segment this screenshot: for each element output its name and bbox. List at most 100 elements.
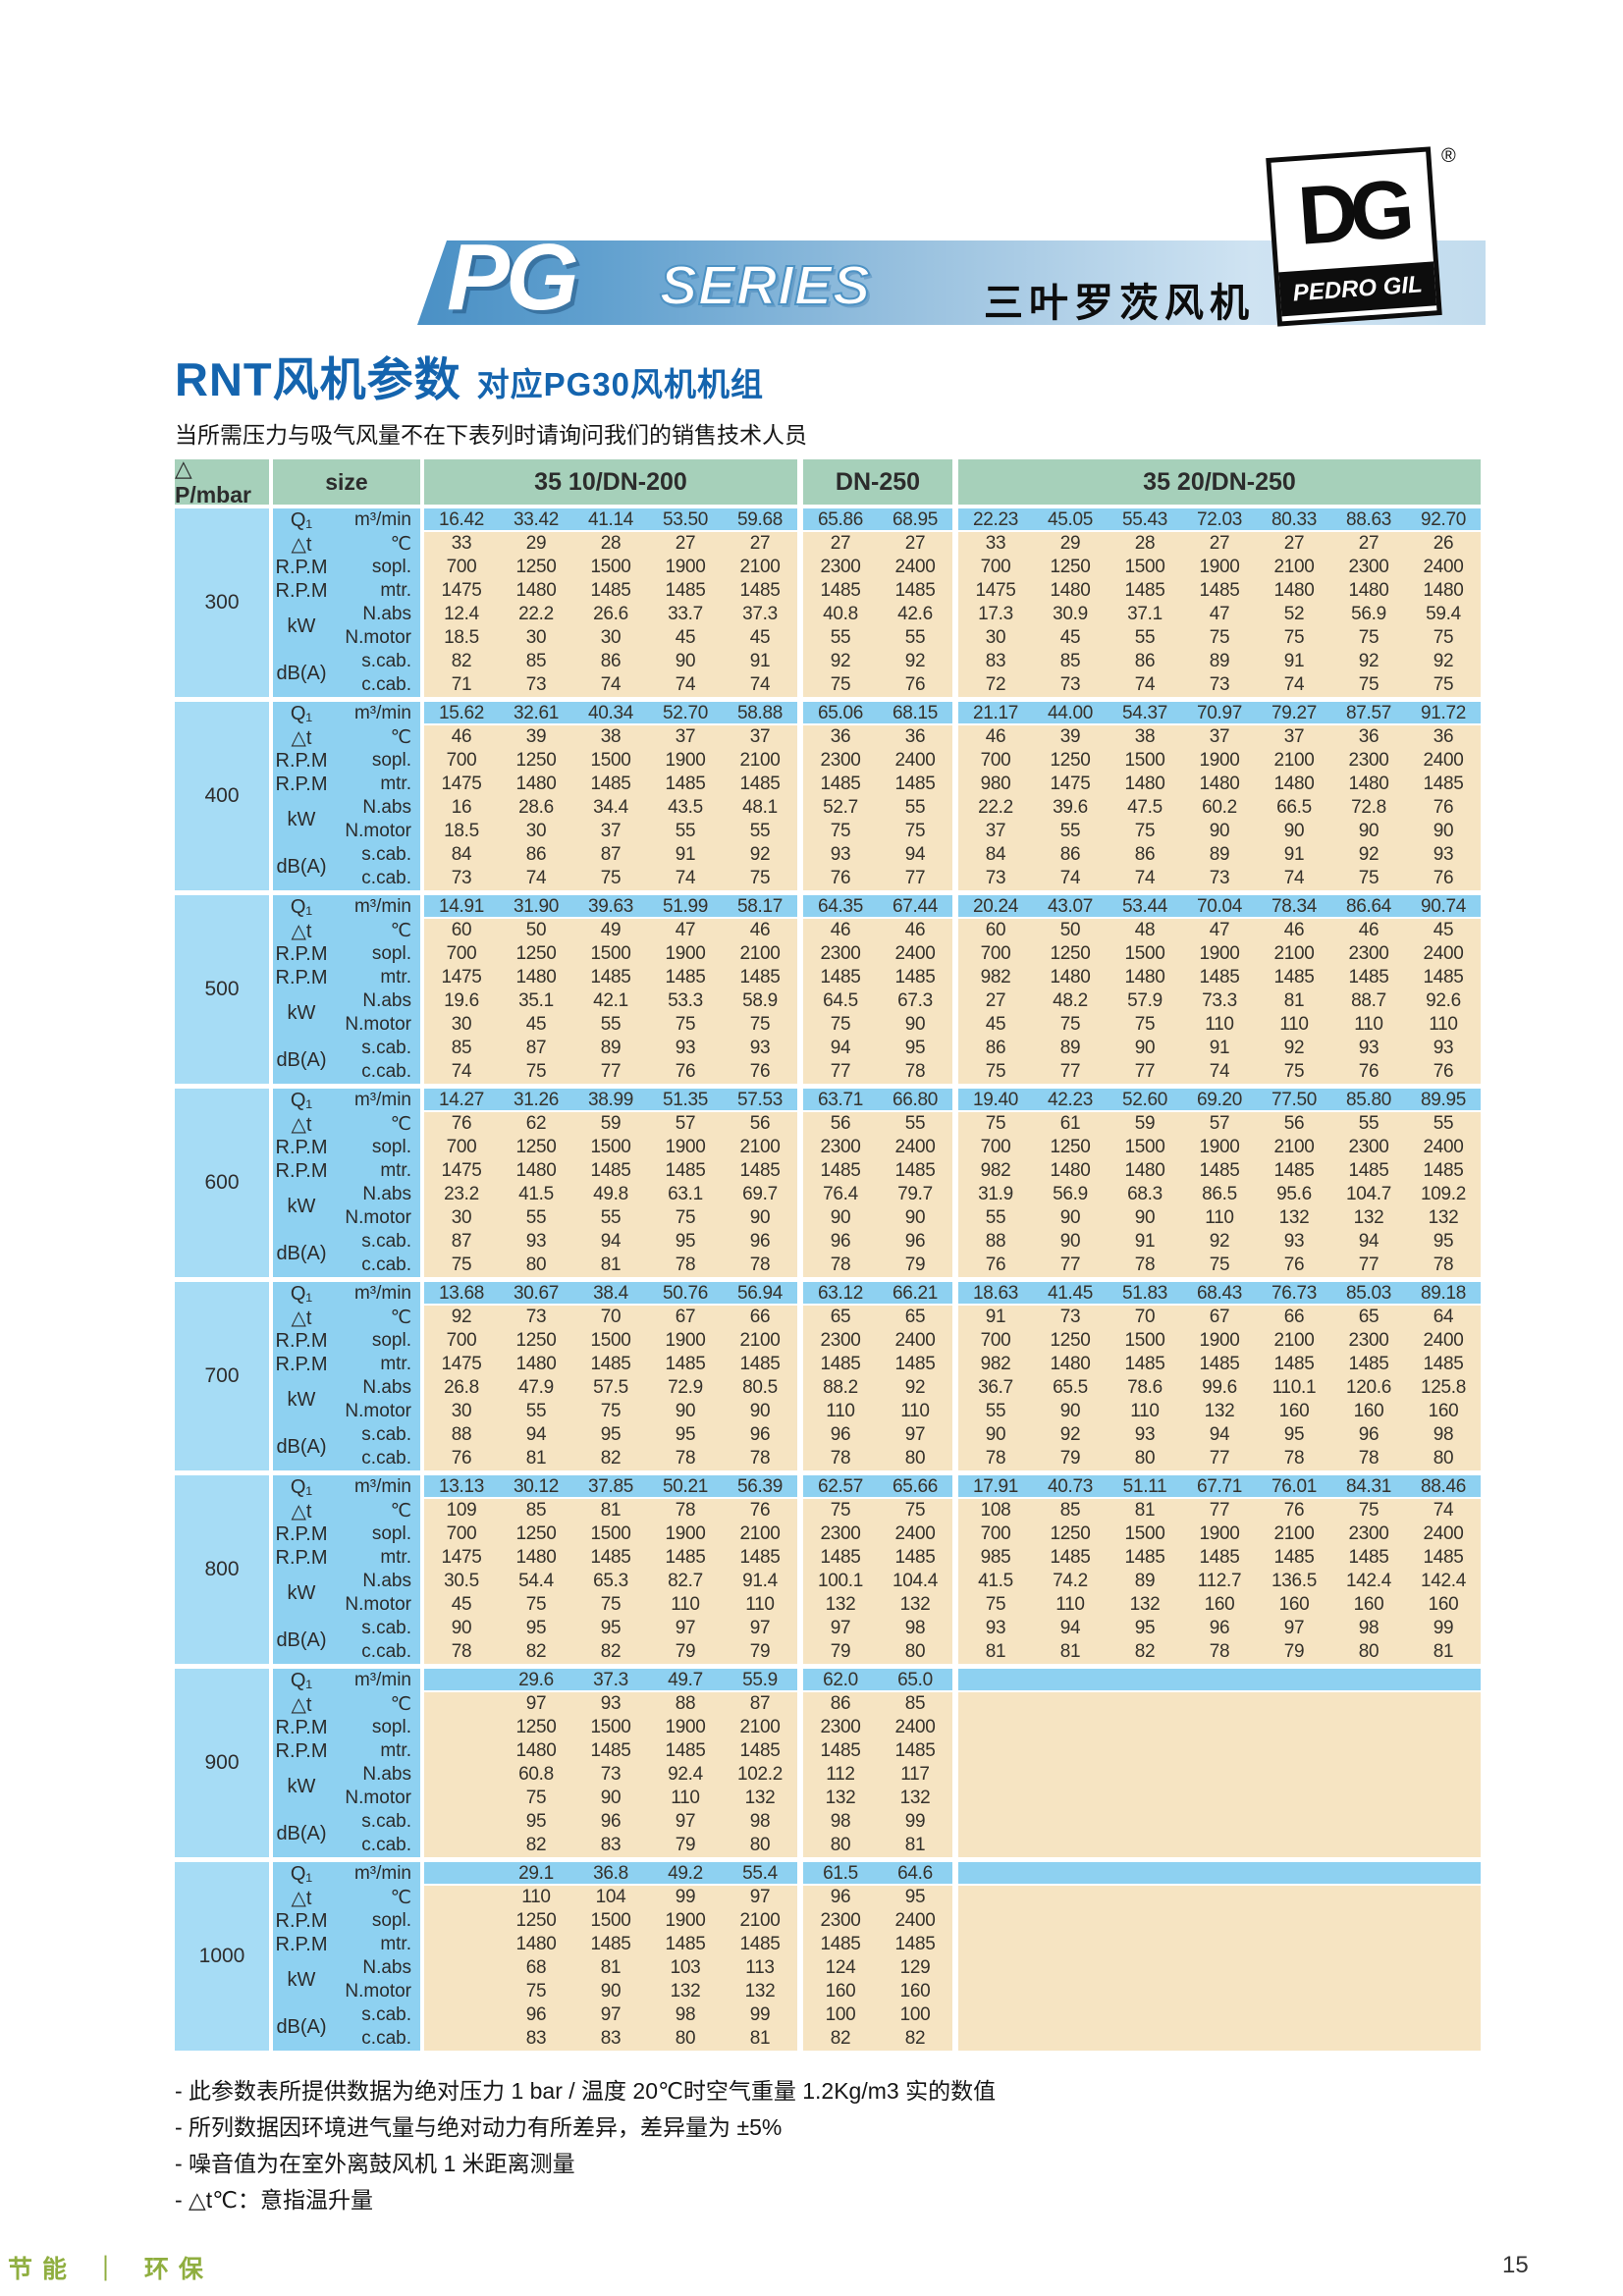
table-cell: 82.7 — [668, 1571, 703, 1591]
table-cell — [1331, 1669, 1406, 1692]
table-cell: 36 — [1358, 726, 1380, 747]
table-row: 76 62 59 57 56 56 55 75 61 59 57 56 55 55 — [424, 1112, 1481, 1136]
table-cell: 90 — [749, 1401, 771, 1421]
table-cell: 2300 — [1348, 750, 1389, 771]
param-label: R.P.M — [275, 1909, 328, 1932]
table-cell: 45 — [958, 1013, 1033, 1037]
pressure-cell: 900 — [175, 1669, 269, 1857]
table-cell: 27 — [1358, 533, 1380, 554]
param-label: R.P.M — [275, 773, 328, 795]
param-unit: c.cab. — [361, 1448, 411, 1468]
table-cell: 53.50 — [662, 509, 709, 530]
table-cell: 80.5 — [742, 1377, 778, 1398]
table-cell: 80 — [675, 2028, 696, 2049]
table-cell: 78 — [1433, 1255, 1454, 1275]
table-cell: 95 — [525, 1811, 547, 1832]
table-row: 12.4 22.2 26.6 33.7 37.3 40.8 42.6 17.3 30.9 37.1… — [424, 603, 1481, 626]
table-cell — [424, 1787, 499, 1810]
table-block: 500 Q₁ △t R.P.M R.P.M kW dB(A) m³/min ℃ sopl. mtr.… — [175, 895, 1481, 1084]
table-block: 1000 Q₁ △t R.P.M R.P.M kW dB(A) m³/min ℃ sopl. mtr… — [175, 1862, 1481, 2051]
table-cell: 97 — [1283, 1618, 1305, 1638]
table-cell — [1331, 2003, 1406, 2027]
table-cell: 1900 — [665, 557, 706, 577]
table-row: 1475 1480 1485 1485 1485 1485 1485 980 1475 1480 1… — [424, 773, 1481, 796]
table-cell: 81 — [749, 2028, 771, 2049]
table-cell: 75 — [904, 821, 926, 841]
table-cell: 61.5 — [803, 1862, 878, 1886]
table-cell — [1331, 1739, 1406, 1763]
table-cell: 36 — [1433, 726, 1454, 747]
table-cell — [424, 1956, 499, 1980]
param-label: dB(A) — [276, 662, 327, 684]
table-cell: 95 — [525, 1618, 547, 1638]
table-cell: 30 — [525, 821, 547, 841]
table-cell — [1182, 1956, 1257, 1980]
table-cell: 2100 — [739, 1137, 781, 1157]
table-cell: 96 — [749, 1231, 771, 1252]
table-cell: 1485 — [1050, 1547, 1091, 1568]
table-cell: 92 — [1283, 1038, 1305, 1058]
table-cell: 29 — [525, 533, 547, 554]
size-column: Q₁ △t R.P.M R.P.M kW dB(A) m³/min ℃ sopl. mtr. N.a… — [273, 895, 420, 1084]
table-cell — [1406, 1763, 1481, 1787]
table-cell — [424, 1810, 499, 1834]
table-cell: 16 — [451, 797, 472, 818]
table-cell: 60.2 — [1202, 797, 1237, 818]
table-cell: 73 — [600, 1764, 622, 1785]
table-row: 95 96 97 98 98 99 — [424, 1810, 1481, 1834]
table-cell: 108 — [958, 1499, 1033, 1522]
data-column: 29.6 37.3 49.7 55.9 62.0 65.0 97 93 88 87 86 85 1250… — [424, 1669, 1481, 1857]
table-cell: 1250 — [515, 557, 557, 577]
table-cell: 1485 — [739, 967, 781, 988]
param-label: R.P.M — [275, 749, 328, 772]
table-cell — [1257, 1787, 1331, 1810]
data-column: 13.68 30.67 38.4 50.76 56.94 63.12 66.21 18.63 4… — [424, 1282, 1481, 1470]
table-cell: 74 — [525, 868, 547, 888]
table-cell: 81 — [525, 1448, 547, 1468]
table-cell — [1033, 1716, 1108, 1739]
table-cell: 28.6 — [518, 797, 554, 818]
table-cell — [1406, 1669, 1481, 1692]
table-cell: 45 — [675, 627, 696, 648]
table-cell: 92.70 — [1420, 509, 1467, 530]
table-cell: 46 — [904, 920, 926, 940]
table-cell: 75 — [904, 1500, 926, 1521]
table-cell: 1485 — [1423, 774, 1464, 794]
table-cell: 55 — [904, 627, 926, 648]
table-row: 75 80 81 78 78 78 79 76 77 78 75 76 77 78 — [424, 1254, 1481, 1277]
table-cell: 91 — [1134, 1231, 1156, 1252]
table-cell: 2400 — [1423, 943, 1464, 964]
table-cell: 84 — [958, 843, 1033, 867]
table-cell: 54.37 — [1121, 703, 1168, 723]
table-cell: 88 — [451, 1424, 472, 1445]
product-name-cn: 三叶罗茨风机 — [984, 282, 1255, 325]
table-cell: 87 — [525, 1038, 547, 1058]
table-cell: 1480 — [515, 1547, 557, 1568]
table-cell: 64.35 — [803, 895, 878, 919]
table-cell: 57.9 — [1127, 990, 1163, 1011]
table-cell: 1500 — [1124, 1330, 1165, 1351]
table-cell: 2400 — [1423, 1523, 1464, 1544]
table-cell: 700 — [446, 1523, 477, 1544]
table-cell: 23.2 — [444, 1184, 479, 1204]
table-cell: 1485 — [665, 967, 706, 988]
table-cell: 42.1 — [593, 990, 628, 1011]
table-cell: 77 — [600, 1061, 622, 1082]
table-cell: 44.00 — [1047, 703, 1094, 723]
table-cell: 27 — [749, 533, 771, 554]
table-cell: 77 — [803, 1060, 878, 1084]
table-row: 30 55 55 75 90 90 90 55 90 90 110 132 132 132 — [424, 1206, 1481, 1230]
table-cell — [424, 2003, 499, 2027]
table-cell — [1331, 1810, 1406, 1834]
table-row: 78 82 82 79 79 79 80 81 81 82 78 79 80 81 — [424, 1640, 1481, 1664]
table-cell: 55.9 — [742, 1670, 778, 1690]
table-row: 75 90 132 132 160 160 — [424, 1980, 1481, 2003]
data-column: 29.1 36.8 49.2 55.4 61.5 64.6 110 104 99 97 96 95 12… — [424, 1862, 1481, 2051]
table-cell: 1480 — [515, 1740, 557, 1761]
table-cell: 160 — [1428, 1594, 1459, 1615]
table-cell: 97 — [803, 1617, 878, 1640]
table-cell: 90 — [600, 1981, 622, 2002]
param-label: R.P.M — [275, 579, 328, 602]
table-cell: 2400 — [894, 1523, 936, 1544]
table-cell: 1485 — [1199, 1547, 1240, 1568]
